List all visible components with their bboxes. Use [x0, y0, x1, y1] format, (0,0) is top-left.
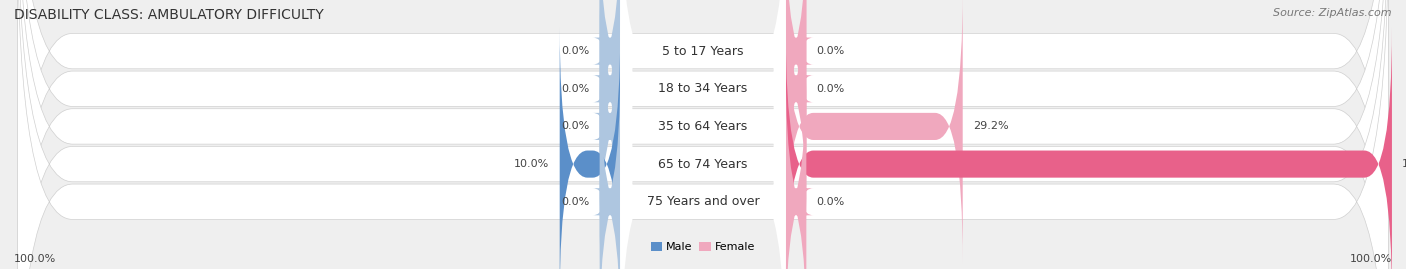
- Text: 0.0%: 0.0%: [817, 46, 845, 56]
- Text: 0.0%: 0.0%: [561, 121, 589, 132]
- Text: 0.0%: 0.0%: [561, 84, 589, 94]
- Text: 0.0%: 0.0%: [561, 46, 589, 56]
- FancyBboxPatch shape: [786, 27, 1392, 269]
- Text: Source: ZipAtlas.com: Source: ZipAtlas.com: [1274, 8, 1392, 18]
- FancyBboxPatch shape: [17, 0, 1389, 269]
- FancyBboxPatch shape: [17, 0, 1389, 269]
- FancyBboxPatch shape: [593, 0, 627, 188]
- FancyBboxPatch shape: [593, 0, 627, 264]
- Text: 0.0%: 0.0%: [817, 84, 845, 94]
- FancyBboxPatch shape: [779, 0, 813, 226]
- Text: 100.0%: 100.0%: [1350, 254, 1392, 264]
- FancyBboxPatch shape: [620, 0, 786, 226]
- FancyBboxPatch shape: [17, 0, 1389, 269]
- Text: 10.0%: 10.0%: [515, 159, 550, 169]
- FancyBboxPatch shape: [779, 0, 813, 188]
- FancyBboxPatch shape: [620, 0, 786, 269]
- Text: 35 to 64 Years: 35 to 64 Years: [658, 120, 748, 133]
- FancyBboxPatch shape: [786, 0, 963, 264]
- FancyBboxPatch shape: [593, 65, 627, 269]
- Text: 100.0%: 100.0%: [1402, 159, 1406, 169]
- FancyBboxPatch shape: [779, 65, 813, 269]
- FancyBboxPatch shape: [620, 27, 786, 269]
- FancyBboxPatch shape: [17, 0, 1389, 269]
- FancyBboxPatch shape: [560, 27, 620, 269]
- Text: DISABILITY CLASS: AMBULATORY DIFFICULTY: DISABILITY CLASS: AMBULATORY DIFFICULTY: [14, 8, 323, 22]
- Text: 18 to 34 Years: 18 to 34 Years: [658, 82, 748, 95]
- Text: 5 to 17 Years: 5 to 17 Years: [662, 45, 744, 58]
- Text: 65 to 74 Years: 65 to 74 Years: [658, 158, 748, 171]
- Text: 0.0%: 0.0%: [561, 197, 589, 207]
- Text: 0.0%: 0.0%: [817, 197, 845, 207]
- FancyBboxPatch shape: [620, 0, 786, 269]
- FancyBboxPatch shape: [593, 0, 627, 226]
- FancyBboxPatch shape: [17, 0, 1389, 269]
- Legend: Male, Female: Male, Female: [647, 237, 759, 256]
- Text: 29.2%: 29.2%: [973, 121, 1008, 132]
- Text: 100.0%: 100.0%: [14, 254, 56, 264]
- Text: 75 Years and over: 75 Years and over: [647, 195, 759, 208]
- FancyBboxPatch shape: [620, 0, 786, 264]
